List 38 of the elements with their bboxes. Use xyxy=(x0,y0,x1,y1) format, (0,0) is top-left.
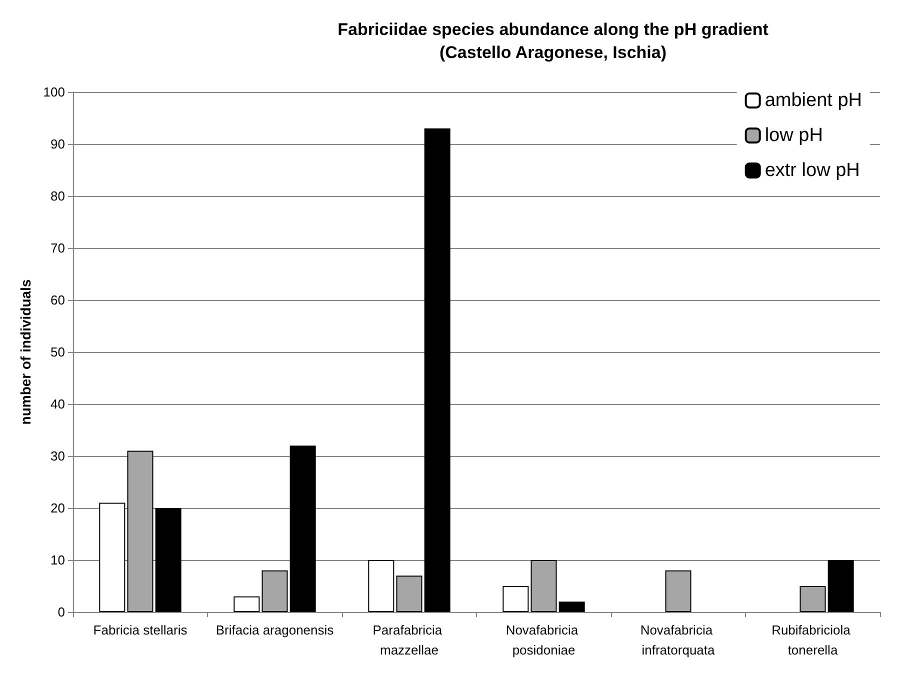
bar xyxy=(155,508,182,612)
bar xyxy=(368,560,394,612)
x-tick-label: Novafabricia infratorquata xyxy=(640,622,716,658)
y-tick-label: 30 xyxy=(50,448,65,464)
bar xyxy=(424,128,450,612)
legend-label: ambient pH xyxy=(764,90,862,111)
bar xyxy=(800,586,826,612)
x-tick-label: Parafabricia mazzellae xyxy=(372,622,446,658)
y-tick-label: 40 xyxy=(50,396,65,412)
y-tick-label: 10 xyxy=(50,552,65,568)
bar xyxy=(262,570,288,612)
y-tick-label: 60 xyxy=(50,292,65,308)
bar xyxy=(234,596,260,612)
y-tick-label: 100 xyxy=(43,84,65,100)
bar xyxy=(290,446,316,612)
bar xyxy=(828,560,854,612)
y-tick-label: 80 xyxy=(50,188,65,204)
bar xyxy=(127,450,154,612)
bar xyxy=(99,502,126,612)
legend-label: low pH xyxy=(764,125,823,146)
y-tick-label: 90 xyxy=(50,136,65,152)
y-tick-label: 20 xyxy=(50,500,65,516)
x-tick-label: Novafabricia posidoniae xyxy=(506,622,582,658)
bar xyxy=(396,576,422,612)
bar xyxy=(530,560,557,612)
y-axis-title: number of individuals xyxy=(17,279,34,425)
y-tick-label: 70 xyxy=(50,240,65,256)
x-tick-label: Brifacia aragonensis xyxy=(216,622,334,638)
y-tick-label: 0 xyxy=(58,604,65,620)
chart-subtitle: (Castello Aragonese, Ischia) xyxy=(439,43,667,62)
chart-title: Fabriciidae species abundance along the pH gradient xyxy=(338,20,769,39)
legend-label: extr low pH xyxy=(764,160,860,181)
bar xyxy=(558,602,585,612)
x-tick-label: Rubifabriciola tonerella xyxy=(772,622,854,658)
y-tick-label: 50 xyxy=(50,344,65,360)
bar xyxy=(665,570,692,612)
x-tick-label: Fabricia stellaris xyxy=(93,622,188,638)
bar xyxy=(502,586,529,612)
